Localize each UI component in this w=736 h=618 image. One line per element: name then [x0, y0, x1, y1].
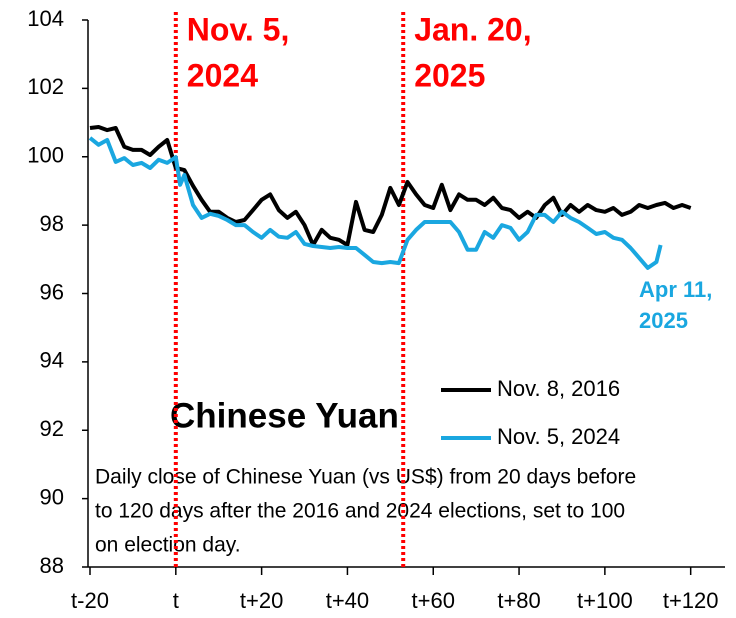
- data-line: [89, 125, 692, 247]
- y-tick-label: 96: [40, 279, 64, 304]
- x-tick-label: t+120: [663, 588, 719, 613]
- x-tick-label: t+40: [326, 588, 369, 613]
- event-label: Jan. 20,: [414, 11, 531, 47]
- y-tick-label: 94: [40, 348, 64, 373]
- event-label: Nov. 5,: [187, 11, 290, 47]
- x-tick-label: t: [173, 588, 179, 613]
- y-tick-label: 102: [27, 74, 64, 99]
- y-tick-label: 104: [27, 6, 64, 31]
- y-tick-label: 92: [40, 416, 64, 441]
- description: to 120 days after the 2016 and 2024 elec…: [95, 500, 625, 523]
- x-tick-label: t+80: [497, 588, 540, 613]
- description: Daily close of Chinese Yuan (vs US$) fro…: [95, 466, 636, 489]
- x-tick-label: t-20: [71, 588, 109, 613]
- y-tick-label: 98: [40, 211, 64, 236]
- legend-label: Nov. 5, 2024: [497, 424, 620, 449]
- y-tick-label: 90: [40, 484, 64, 509]
- y-tick-label: 88: [40, 553, 64, 578]
- end-label: 2025: [639, 308, 688, 333]
- data-line: [88, 136, 663, 270]
- x-tick-label: t+100: [577, 588, 633, 613]
- legend-label: Nov. 8, 2016: [497, 376, 620, 401]
- event-label: 2024: [187, 57, 258, 93]
- end-label: Apr 11,: [639, 277, 712, 302]
- chart-title: Chinese Yuan: [170, 396, 399, 435]
- description: on election day.: [95, 534, 241, 557]
- x-tick-label: t+60: [412, 588, 455, 613]
- y-tick-label: 100: [27, 143, 64, 168]
- event-label: 2025: [414, 57, 485, 93]
- x-tick-label: t+20: [240, 588, 283, 613]
